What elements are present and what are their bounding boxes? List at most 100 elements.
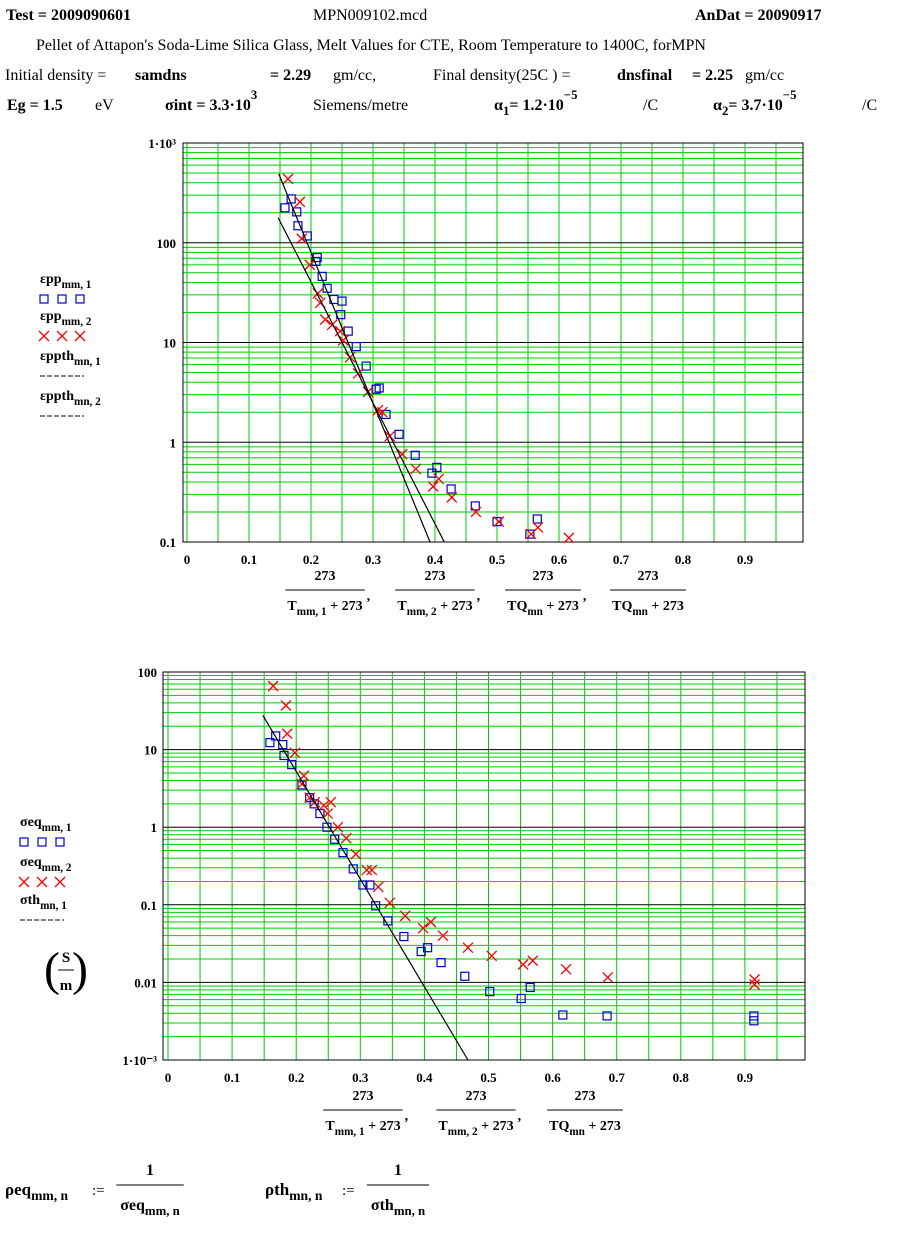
text-part: ) [72,943,88,996]
x-label-denominator: Tmm, 1 + 273 [287,599,362,618]
text-part: 273 [353,1089,374,1104]
text-part: T [325,1119,335,1134]
marker-x [425,916,437,928]
marker-x [312,288,324,299]
legend-marker [55,837,65,847]
marker-x [304,259,316,271]
text-part: Pellet of Attapon's Soda-Lime Silica Gla… [36,37,706,54]
x-label-denominator: TQmn + 273 [612,599,684,618]
x-label-denominator: Tmm, 2 + 273 [438,1119,513,1138]
text-part: 273 [466,1089,487,1104]
text-part: σeq [20,815,42,830]
text-part: eV [95,97,114,114]
marker-x [560,963,572,975]
test-id: Test = 2009090601 [6,7,131,24]
text-part: 1 [394,1162,402,1179]
assign: := [342,1183,355,1199]
legend-marker [54,876,66,888]
text-part: = 1.2·10 [509,97,563,114]
legend-label: εppmm, 2 [40,309,92,328]
marker-x [384,897,396,909]
marker-x [318,800,330,812]
text-part: := [92,1183,105,1199]
marker-x [410,463,422,475]
legend-marker [56,330,68,342]
text-part: 1 [146,1162,154,1179]
x-tick-label: 0.5 [489,552,506,567]
x-tick-label: 0.6 [544,1070,561,1085]
x-label-separator: , [405,1109,409,1124]
subscript: mn [632,606,648,618]
formula-denominator: σthmn, n [371,1197,425,1218]
x-label-numerator: 273 [425,569,446,584]
marker-square [516,993,526,1004]
marker-square [361,361,371,371]
text-part: , [583,589,587,604]
marker-x [433,473,445,485]
legend-marker [36,876,48,888]
text-part: εppth [40,389,74,404]
marker-square [749,1011,759,1021]
text-part: TQ [549,1119,569,1134]
marker-square [348,864,358,874]
y-label-denominator: m [60,978,73,994]
x-label-denominator: TQmn + 273 [549,1119,621,1138]
subscript: mn [569,1126,585,1138]
marker-square [338,848,348,858]
plot-frame [182,142,804,543]
marker-square [485,987,495,997]
text-part: Final density(25C ) = [433,67,570,84]
initial-density-unit: gm/cc, [333,67,376,84]
marker-x [493,516,505,528]
x-tick-label: 0.4 [416,1070,433,1085]
marker-square [265,738,275,748]
x-label-denominator: TQmn + 273 [507,599,579,618]
legend-label: σeqmm, 1 [20,815,72,834]
subscript: mm, n [31,1188,68,1203]
marker-square [343,326,353,336]
x-label-numerator: 273 [638,569,659,584]
subscript: mm, 2 [407,606,437,618]
text-part: σeq [20,855,42,870]
text-part: σth [371,1197,394,1214]
text-part: 273 [638,569,659,584]
text-part: gm/cc, [333,67,376,84]
marker-x [326,319,338,331]
marker-square [436,957,446,968]
marker-square [525,529,535,539]
text-part: + 273 [543,599,579,614]
marker-square [410,450,420,460]
legend-label: σthmn, 1 [20,893,67,912]
x-tick-label: 0.3 [352,1070,369,1085]
alpha-2: α2= 3.7·10−5 [713,88,797,118]
x-tick-label: 0.6 [551,552,568,567]
marker-x [289,747,301,759]
text-part: α [494,97,503,114]
sigma-int: σint = 3.3·103 [165,88,257,114]
x-tick-label: 0.8 [673,1070,690,1085]
marker-x [527,955,539,967]
marker-square [309,799,319,809]
text-part: + 273 [585,1119,621,1134]
text-part: εppth [40,349,74,364]
text-part: 273 [533,569,554,584]
formula-numerator: 1 [394,1162,402,1179]
marker-x [462,942,474,954]
paren: ( [44,943,60,996]
marker-square [287,760,297,770]
marker-x [602,971,614,983]
marker-x [340,832,352,844]
marker-square [460,971,470,981]
marker-square [423,943,433,953]
alpha-2-unit: /C [862,97,877,114]
text-part: Initial density = [5,67,106,84]
marker-square [337,296,347,306]
x-label-numerator: 273 [575,1089,596,1104]
marker-square [280,203,290,213]
text-part: + 273 [648,599,684,614]
text-part: , [518,1109,522,1124]
subscript: mm, 1 [335,1126,365,1138]
marker-square [365,880,375,890]
marker-square [399,931,409,942]
marker-x [396,448,408,460]
